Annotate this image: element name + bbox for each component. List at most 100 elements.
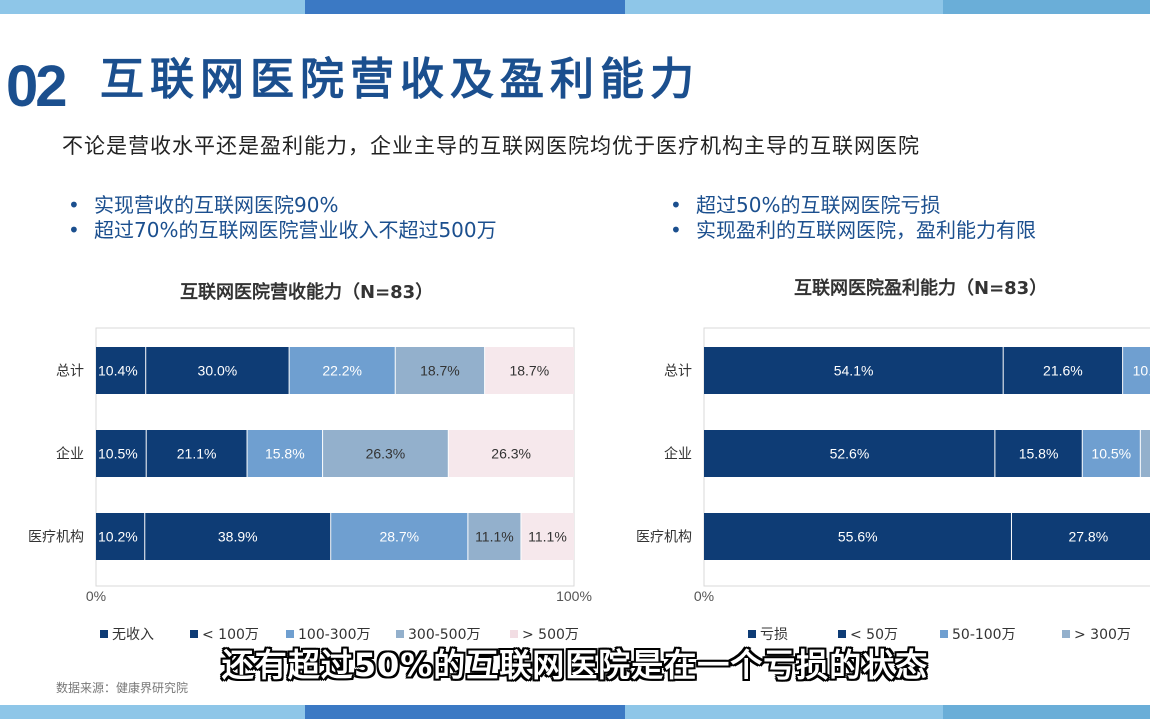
bar-segment <box>994 430 1083 477</box>
legend-swatch <box>940 630 948 638</box>
data-label: 55.6% <box>838 529 878 545</box>
page-title: 互联网医院营收及盈利能力 <box>100 54 700 105</box>
x-tick-label: 100% <box>556 588 592 604</box>
data-label: 18.7% <box>420 363 460 379</box>
legend-item: 100-300万 <box>286 624 371 644</box>
legend-swatch <box>1062 630 1070 638</box>
bullet-item: • 实现盈利的互联网医院，盈利能力有限 <box>670 218 1036 242</box>
data-label: 21.1% <box>177 446 217 462</box>
revenue-chart: 总计 10.4% 30.0% 22.2% 18.7% 18.7% 企业 10.5% 21.1% 1… <box>28 327 592 604</box>
bullet-item: • 超过50%的互联网医院亏损 <box>670 193 941 217</box>
legend-item: 50-100万 <box>940 624 1016 644</box>
legend-item: > 300万 <box>1062 624 1131 644</box>
bar-segment <box>1082 430 1141 477</box>
data-label: 27.8% <box>1068 529 1108 545</box>
legend-swatch <box>838 630 846 638</box>
legend-item: 无收入 <box>100 624 154 644</box>
bar-segment <box>520 513 574 560</box>
legend-item: > 500万 <box>510 624 579 644</box>
data-label: 10.5% <box>1091 446 1131 462</box>
legend-label: 300-500万 <box>408 627 481 643</box>
data-label: 10.5% <box>98 446 138 462</box>
legend-swatch <box>510 630 518 638</box>
data-label: 18.7% <box>509 363 549 379</box>
page-subtitle: 不论是营收水平还是盈利能力，企业主导的互联网医院均优于医疗机构主导的互联网医院 <box>62 134 920 158</box>
video-caption: 还有超过50%的互联网医院是在一个亏损的状态 <box>221 646 929 684</box>
bar-segment <box>146 430 248 477</box>
data-label: 52.6% <box>830 446 870 462</box>
bar-segment <box>1140 430 1150 477</box>
data-label: 26.3% <box>366 446 406 462</box>
bar-segment <box>145 347 290 394</box>
legend-label: 亏损 <box>760 627 788 643</box>
legend-label: 无收入 <box>112 627 154 643</box>
bottom-decor-bar <box>0 705 1150 719</box>
legend-label: < 50万 <box>850 627 898 643</box>
left-chart-title: 互联网医院营收能力（N=83） <box>180 282 434 303</box>
category-label: 医疗机构 <box>28 529 84 545</box>
category-label: 医疗机构 <box>636 529 692 545</box>
data-label: 10.4% <box>98 363 138 379</box>
bar-segment <box>144 513 331 560</box>
bar-segment <box>704 430 995 477</box>
data-label: 22.2% <box>322 363 362 379</box>
data-label: 26.3% <box>491 446 531 462</box>
profit-chart: 总计54.1%21.6%10.8%13企业52.6%15.8%10.5%21.1… <box>636 327 1150 604</box>
data-label: 38.9% <box>218 529 258 545</box>
bar-segment <box>395 347 485 394</box>
legend-item: 亏损 <box>748 624 788 644</box>
data-label: 11.1% <box>475 529 514 545</box>
x-tick-label: 0% <box>694 588 714 604</box>
data-source: 数据来源：健康界研究院 <box>56 681 189 695</box>
bar-segment <box>1003 347 1123 394</box>
legend-swatch <box>396 630 404 638</box>
bar-segment <box>448 430 574 477</box>
legend-swatch <box>286 630 294 638</box>
data-label: 10.2% <box>98 529 138 545</box>
legend-item: < 50万 <box>838 624 898 644</box>
bar-segment <box>330 513 468 560</box>
bar-segment <box>96 513 145 560</box>
data-label: 10.8% <box>1133 363 1150 379</box>
legend-label: > 500万 <box>522 627 579 643</box>
x-tick-label: 0% <box>86 588 106 604</box>
data-label: 11.1% <box>528 529 567 545</box>
legend-label: < 100万 <box>202 627 259 643</box>
data-label: 30.0% <box>198 363 238 379</box>
bar-segment <box>96 430 147 477</box>
bullet-item: • 超过70%的互联网医院营业收入不超过500万 <box>68 218 497 242</box>
section-number: 02 <box>6 54 67 119</box>
bar-segment <box>484 347 574 394</box>
legend-item: 300-500万 <box>396 624 481 644</box>
category-label: 总计 <box>56 363 84 379</box>
bar-segment <box>289 347 396 394</box>
bullet-item: • 实现营收的互联网医院90% <box>68 193 339 217</box>
bar-segment <box>1122 347 1150 394</box>
bar-segment <box>247 430 323 477</box>
data-label: 28.7% <box>379 529 419 545</box>
legend-swatch <box>100 630 108 638</box>
bar-segment <box>1011 513 1150 560</box>
category-label: 总计 <box>664 363 692 379</box>
legend-label: > 300万 <box>1074 627 1131 643</box>
legend-swatch <box>748 630 756 638</box>
legend-label: 50-100万 <box>952 627 1016 643</box>
bar-segment <box>704 347 1004 394</box>
category-label: 企业 <box>56 446 84 462</box>
data-label: 21.6% <box>1043 363 1083 379</box>
legend-swatch <box>190 630 198 638</box>
bar-segment <box>96 347 146 394</box>
top-decor-bar <box>0 0 1150 14</box>
bar-segment <box>704 513 1012 560</box>
right-bullets: • 超过50%的互联网医院亏损 • 实现盈利的互联网医院，盈利能力有限 <box>670 193 1036 243</box>
category-label: 企业 <box>664 446 692 462</box>
bar-segment <box>322 430 449 477</box>
left-bullets: • 实现营收的互联网医院90% • 超过70%的互联网医院营业收入不超过500万 <box>68 193 497 243</box>
legend-label: 100-300万 <box>298 627 371 643</box>
data-label: 54.1% <box>834 363 874 379</box>
right-chart-title: 互联网医院盈利能力（N=83） <box>794 278 1048 299</box>
data-label: 15.8% <box>265 446 305 462</box>
data-label: 15.8% <box>1019 446 1059 462</box>
bar-segment <box>467 513 521 560</box>
legend-item: < 100万 <box>190 624 259 644</box>
